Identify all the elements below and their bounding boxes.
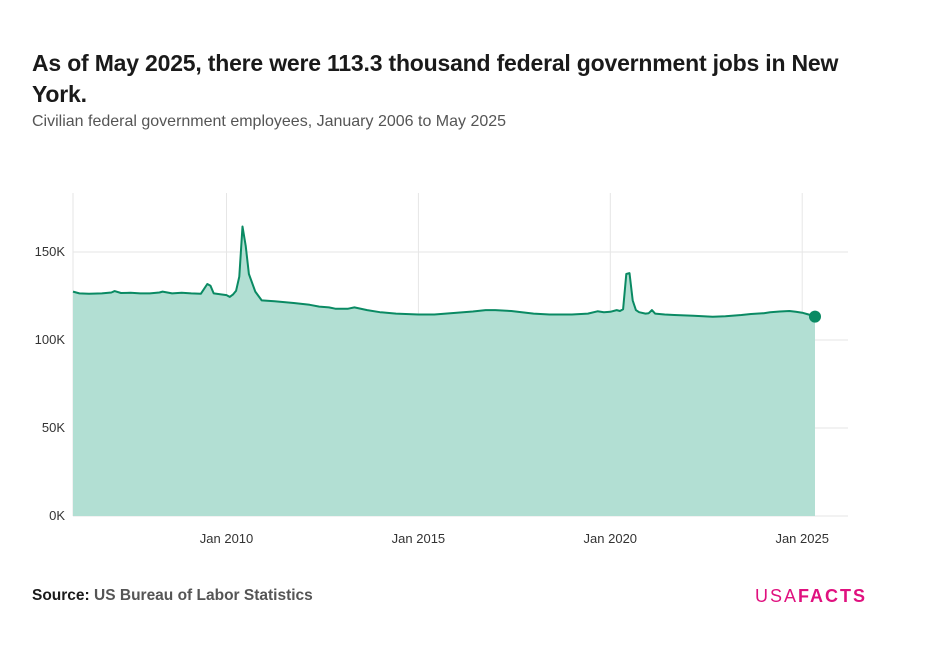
logo-facts-text: FACTS	[798, 586, 868, 606]
x-tick-label: Jan 2020	[584, 531, 638, 546]
source-label: Source:	[32, 587, 90, 604]
x-tick-label: Jan 2010	[200, 531, 254, 546]
chart-title: As of May 2025, there were 113.3 thousan…	[32, 50, 839, 107]
source-note: Source: US Bureau of Labor Statistics	[32, 587, 313, 605]
latest-value-point	[809, 310, 821, 323]
y-tick-label: 50K	[42, 420, 65, 435]
source-value: US Bureau of Labor Statistics	[94, 587, 313, 604]
y-tick-label: 150K	[35, 244, 66, 259]
logo-usa-text: USA	[755, 586, 799, 606]
x-tick-label: Jan 2015	[392, 531, 446, 546]
x-tick-label: Jan 2025	[775, 531, 829, 546]
label-layer: 0K 50K 100K 150K Jan 2010 Jan 2015 Jan 2020 Jan…	[35, 244, 829, 546]
point-layer	[809, 310, 821, 323]
series-line	[72, 225, 816, 318]
chart-subtitle: Civilian federal government employees, J…	[32, 113, 507, 130]
line-layer	[72, 225, 816, 318]
y-tick-label: 0K	[49, 508, 65, 523]
area-layer	[73, 226, 815, 516]
y-tick-label: 100K	[35, 332, 66, 347]
series-area	[73, 226, 815, 516]
usafacts-logo: USAFACTS	[755, 586, 867, 607]
